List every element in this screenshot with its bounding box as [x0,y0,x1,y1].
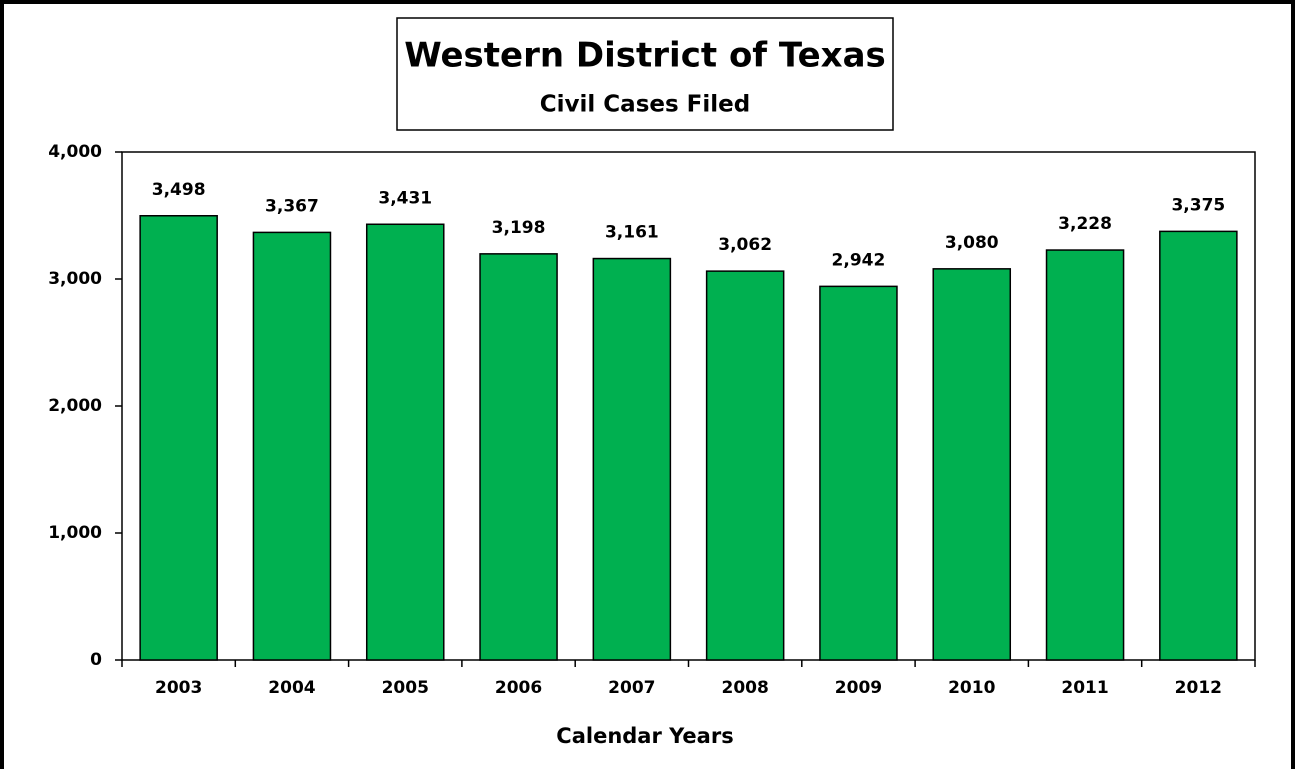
x-tick-label: 2009 [835,678,882,698]
x-tick-label: 2011 [1061,678,1108,698]
value-label: 3,498 [152,180,206,200]
bar [365,223,445,661]
bar [479,253,558,661]
value-label: 3,080 [945,233,999,253]
bar [139,215,218,661]
value-label: 3,375 [1171,195,1225,215]
x-tick-label: 2012 [1175,678,1222,698]
value-label: 3,431 [378,188,432,208]
chart-subtitle: Civil Cases Filed [540,92,750,118]
value-label: 3,161 [605,223,659,243]
bar [705,270,785,661]
x-tick-label: 2003 [155,678,202,698]
bar [592,257,672,661]
chart-title: Western District of Texas [404,36,886,76]
x-tick-label: 2005 [382,678,429,698]
bar [1159,230,1238,661]
y-tick-label: 1,000 [48,523,102,543]
y-tick-label: 3,000 [48,269,102,289]
bar [252,231,332,661]
x-tick-label: 2008 [721,678,768,698]
value-label: 3,198 [492,218,546,238]
x-tick-label: 2010 [948,678,995,698]
bar [1045,249,1125,661]
value-label: 3,228 [1058,214,1112,234]
x-tick-label: 2007 [608,678,655,698]
y-tick-label: 4,000 [48,142,102,162]
bar [819,285,898,661]
y-tick-label: 2,000 [48,396,102,416]
value-label: 3,367 [265,196,319,216]
value-label: 2,942 [832,250,886,270]
x-tick-label: 2006 [495,678,542,698]
x-axis-label: Calendar Years [556,724,733,748]
y-tick-label: 0 [90,650,102,670]
bar [932,268,1012,661]
value-label: 3,062 [718,235,772,255]
title-box [396,17,894,131]
x-tick-label: 2004 [268,678,315,698]
